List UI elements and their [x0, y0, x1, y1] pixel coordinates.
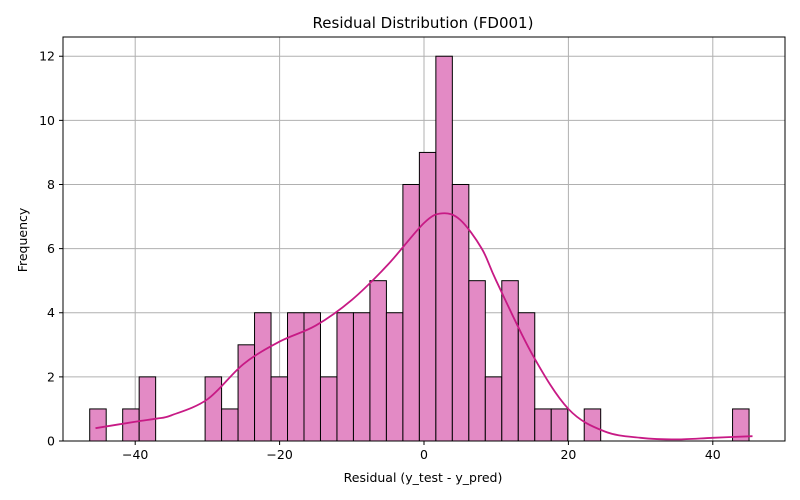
histogram-bar	[204, 376, 223, 442]
histogram-bar	[270, 376, 289, 442]
histogram-bar	[501, 280, 519, 442]
histogram-bar	[534, 408, 552, 442]
histogram-bar	[122, 408, 140, 442]
histogram-bar	[221, 408, 239, 442]
histogram-bar	[385, 312, 404, 442]
histogram-bar	[550, 408, 569, 442]
x-tick-label: −20	[266, 447, 292, 462]
histogram-bar	[89, 408, 107, 442]
histogram-bar	[451, 183, 470, 442]
y-axis-ticks: 0 2 4 6 8 10 12	[39, 49, 63, 449]
x-axis-label: Residual (y_test - y_pred)	[344, 470, 503, 485]
y-tick-label: 0	[47, 434, 55, 449]
kde-line	[95, 212, 753, 441]
histogram-bar	[435, 55, 453, 442]
histogram-bar	[402, 183, 420, 442]
histogram-bar	[303, 312, 321, 442]
y-tick-label: 12	[39, 49, 55, 64]
histogram-bar	[484, 376, 503, 442]
y-tick-label: 2	[47, 369, 55, 384]
histogram-bar	[583, 408, 602, 442]
kde-curve	[95, 212, 753, 441]
histogram-bar	[369, 280, 387, 442]
y-tick-label: 8	[47, 177, 55, 192]
y-axis-label: Frequency	[15, 207, 30, 272]
x-tick-label: 20	[560, 447, 576, 462]
histogram-bar	[237, 344, 256, 442]
x-axis-ticks: −40 −20 0 20 40	[122, 441, 721, 462]
histogram-bars	[89, 55, 750, 442]
y-tick-label: 4	[47, 305, 55, 320]
x-tick-label: 40	[705, 447, 721, 462]
y-tick-label: 6	[47, 241, 55, 256]
histogram-bar	[418, 151, 437, 442]
histogram-bar	[336, 312, 354, 442]
y-tick-label: 10	[39, 113, 55, 128]
histogram-bar	[352, 312, 371, 442]
histogram-bar	[468, 280, 486, 442]
x-tick-label: 0	[420, 447, 428, 462]
chart-title: Residual Distribution (FD001)	[313, 14, 534, 32]
histogram-bar	[254, 312, 272, 442]
histogram-bar	[319, 376, 338, 442]
x-tick-label: −40	[122, 447, 148, 462]
histogram-bar	[138, 376, 157, 442]
